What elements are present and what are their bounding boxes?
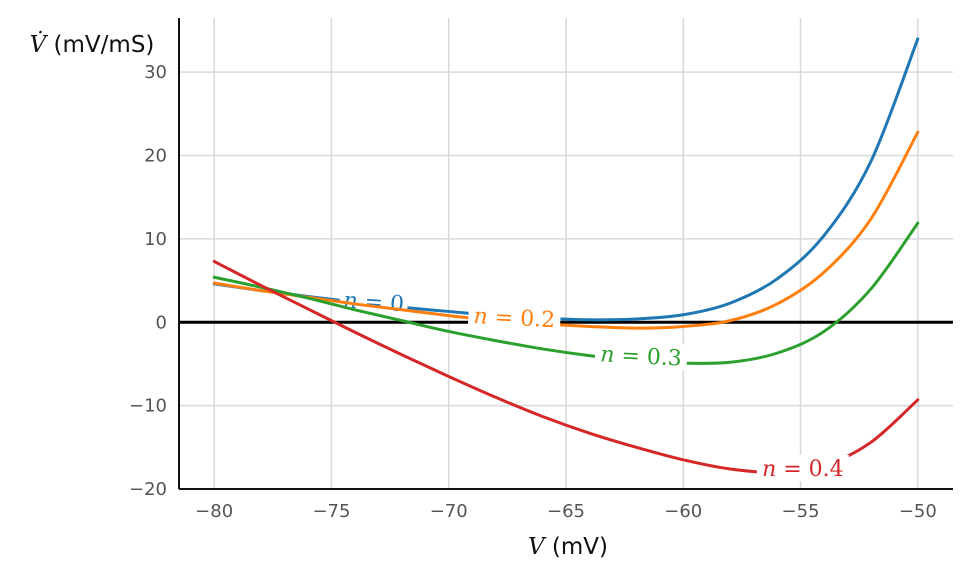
y-tick-label: 10 (144, 229, 167, 250)
x-axis-symbol: V (528, 534, 547, 560)
x-axis-label: V (mV) (528, 534, 608, 560)
y-axis-unit: (mV/mS) (54, 32, 155, 58)
y-tick-label: −20 (129, 479, 167, 500)
series-label-text: n = 0.4 (762, 457, 844, 482)
x-tick-label: −75 (312, 501, 350, 522)
series-label-background (594, 340, 688, 371)
series-label-variable: n (600, 342, 615, 368)
series-3: n = 0.4 (212, 259, 920, 482)
x-axis-unit: (mV) (552, 534, 608, 560)
series-label-text: n = 0.3 (600, 342, 683, 371)
x-tick-label: −80 (195, 501, 233, 522)
y-tick-label: −10 (129, 396, 167, 417)
series-label-value: = 0.3 (614, 343, 683, 371)
series-label-background (756, 454, 849, 481)
series-line (212, 221, 920, 365)
series-label-value: = 0.2 (487, 305, 556, 333)
y-tick-label: 20 (144, 146, 167, 167)
series-label-variable: n (762, 457, 776, 482)
x-tick-label: −70 (430, 501, 468, 522)
y-axis-symbol: V̇ (30, 32, 49, 58)
series-label: n = 0.4 (756, 454, 849, 482)
y-tick-label: 0 (156, 312, 167, 333)
x-tick-label: −55 (782, 501, 820, 522)
series-label-value: = 0.4 (776, 457, 843, 482)
series-label-text: n = 0 (343, 288, 405, 317)
grid (179, 18, 953, 490)
series-2: n = 0.3 (212, 221, 920, 372)
series-1: n = 0.2 (212, 130, 920, 333)
y-tick-labels: −20 −10 0 10 20 30 (129, 62, 167, 500)
y-axis-label: V̇ (mV/mS) (30, 32, 155, 58)
series-label: n = 0.3 (594, 340, 688, 372)
x-tick-label: −50 (899, 501, 937, 522)
series-label-text: n = 0.2 (473, 304, 556, 333)
x-tick-label: −60 (664, 501, 702, 522)
y-tick-label: 30 (144, 62, 167, 83)
series-label: n = 0.2 (467, 301, 562, 333)
series-label-background (467, 301, 562, 333)
x-tick-label: −65 (547, 501, 585, 522)
series-line (212, 130, 920, 330)
x-tick-labels: −80 −75 −70 −65 −60 −55 −50 (195, 501, 937, 522)
axes (178, 18, 953, 490)
series-label-variable: n (473, 304, 488, 330)
